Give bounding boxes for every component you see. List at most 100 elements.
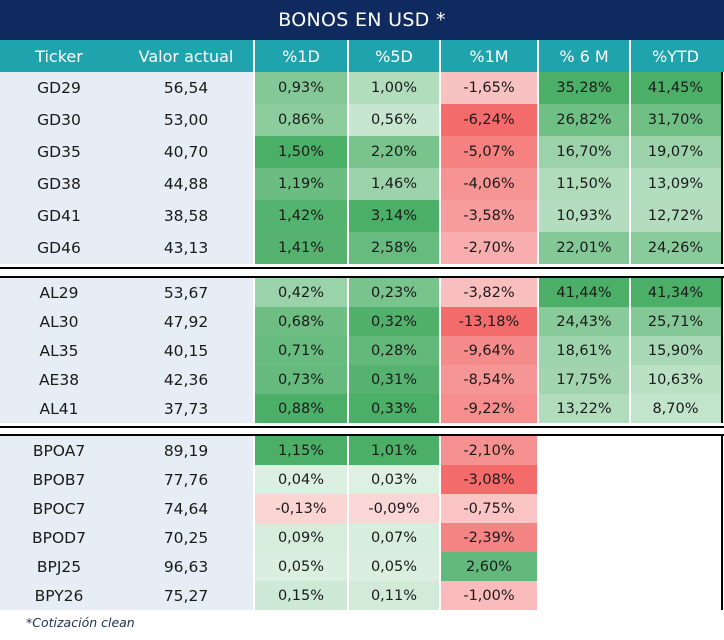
change-cell-d1: 1,42%	[254, 200, 348, 233]
change-cell-m6	[538, 494, 630, 523]
price-cell: 77,76	[163, 470, 209, 489]
ticker-cell: GD46	[37, 239, 81, 257]
price-cell: 40,70	[163, 143, 209, 161]
change-cell-ytd	[630, 465, 721, 494]
table-row: AL30 47,92 0,68% 0,32% -13,18% 24,43% 25,71%	[0, 307, 724, 337]
change-cell-ytd: 13,09%	[630, 168, 721, 201]
change-cell-d5: 0,23%	[348, 278, 440, 308]
change-cell-m6: 24,43%	[538, 307, 630, 337]
change-cell-m6: 35,28%	[538, 72, 630, 105]
header-ytd: %YTD	[651, 46, 700, 66]
change-cell-m1: -0,75%	[440, 494, 538, 524]
header-5d: %5D	[375, 46, 413, 66]
change-cell-m1: -13,18%	[440, 307, 538, 337]
change-cell-d1: 0,73%	[254, 365, 348, 395]
column-separator	[537, 40, 539, 640]
change-cell-ytd	[630, 494, 721, 523]
price-cell: 38,58	[163, 207, 209, 225]
header-1m: %1M	[469, 46, 509, 66]
table-row: GD38 44,88 1,19% 1,46% -4,06% 11,50% 13,09%	[0, 168, 724, 201]
change-cell-m6	[538, 581, 630, 610]
change-cell-d1: 0,42%	[254, 278, 348, 308]
change-cell-ytd	[630, 523, 721, 552]
table-row: BPOB7 77,76 0,04% 0,03% -3,08%	[0, 465, 724, 495]
table-row: BPOD7 70,25 0,09% 0,07% -2,39%	[0, 523, 724, 553]
change-cell-ytd: 25,71%	[630, 307, 721, 337]
change-cell-ytd: 12,72%	[630, 200, 721, 233]
table-row: GD35 40,70 1,50% 2,20% -5,07% 16,70% 19,07%	[0, 136, 724, 169]
table-row: GD29 56,54 0,93% 1,00% -1,65% 35,28% 41,45%	[0, 72, 724, 105]
change-cell-m1: -9,64%	[440, 336, 538, 366]
change-cell-m1: -9,22%	[440, 394, 538, 424]
header-6m: % 6 M	[559, 46, 609, 66]
ticker-cell: GD30	[37, 111, 81, 129]
change-cell-m1: -3,08%	[440, 465, 538, 495]
change-cell-d1: 0,93%	[254, 72, 348, 105]
price-cell: 43,13	[163, 239, 209, 257]
price-cell: 89,19	[163, 441, 209, 460]
price-cell: 96,63	[163, 557, 209, 576]
change-cell-ytd: 41,45%	[630, 72, 721, 105]
change-cell-ytd: 15,90%	[630, 336, 721, 366]
change-cell-m1: -3,58%	[440, 200, 538, 233]
change-cell-d1: 0,86%	[254, 104, 348, 137]
change-cell-ytd: 24,26%	[630, 232, 721, 265]
change-cell-d1: 1,19%	[254, 168, 348, 201]
change-cell-d5: 3,14%	[348, 200, 440, 233]
change-cell-d1: -0,13%	[254, 494, 348, 524]
change-cell-m1: -4,06%	[440, 168, 538, 201]
change-cell-m1: -3,82%	[440, 278, 538, 308]
change-cell-m6: 10,93%	[538, 200, 630, 233]
ticker-cell: GD35	[37, 143, 81, 161]
column-separator	[439, 40, 441, 640]
change-cell-d5: 2,20%	[348, 136, 440, 169]
price-cell: 74,64	[163, 499, 209, 518]
table-row: AL41 37,73 0,88% 0,33% -9,22% 13,22% 8,70%	[0, 394, 724, 424]
table-title: BONOS EN USD *	[0, 0, 724, 40]
change-cell-d5: 0,03%	[348, 465, 440, 495]
change-cell-ytd	[630, 581, 721, 610]
change-cell-d1: 0,05%	[254, 552, 348, 582]
change-cell-d1: 0,71%	[254, 336, 348, 366]
table-row: GD30 53,00 0,86% 0,56% -6,24% 26,82% 31,70%	[0, 104, 724, 137]
header-1d: %1D	[282, 46, 320, 66]
table-row: GD46 43,13 1,41% 2,58% -2,70% 22,01% 24,26%	[0, 232, 724, 265]
ticker-cell: GD29	[37, 79, 81, 97]
change-cell-d1: 0,04%	[254, 465, 348, 495]
change-cell-m6	[538, 552, 630, 581]
change-cell-d5: 0,32%	[348, 307, 440, 337]
ticker-cell: BPOD7	[32, 528, 86, 547]
price-cell: 56,54	[163, 79, 209, 97]
ticker-cell: BPOB7	[32, 470, 86, 489]
change-cell-d5: 1,00%	[348, 72, 440, 105]
change-cell-m1: -1,65%	[440, 72, 538, 105]
change-cell-d5: 0,33%	[348, 394, 440, 424]
change-cell-ytd: 31,70%	[630, 104, 721, 137]
table-row: AL35 40,15 0,71% 0,28% -9,64% 18,61% 15,90%	[0, 336, 724, 366]
ticker-cell: AL41	[39, 399, 79, 418]
change-cell-m6: 11,50%	[538, 168, 630, 201]
ticker-cell: AL30	[39, 312, 79, 331]
change-cell-ytd: 10,63%	[630, 365, 721, 395]
change-cell-m6: 13,22%	[538, 394, 630, 424]
change-cell-d5: 0,05%	[348, 552, 440, 582]
change-cell-ytd: 8,70%	[630, 394, 721, 424]
table-right-border	[721, 72, 723, 264]
table-right-border	[721, 278, 723, 423]
price-cell: 53,00	[163, 111, 209, 129]
change-cell-m1: 2,60%	[440, 552, 538, 582]
column-separator	[629, 40, 631, 640]
ticker-cell: BPJ25	[36, 557, 82, 576]
change-cell-m1: -2,39%	[440, 523, 538, 553]
change-cell-d5: 2,58%	[348, 232, 440, 265]
price-cell: 40,15	[163, 341, 209, 360]
table-row: AE38 42,36 0,73% 0,31% -8,54% 17,75% 10,63%	[0, 365, 724, 395]
change-cell-d1: 0,68%	[254, 307, 348, 337]
change-cell-m6: 16,70%	[538, 136, 630, 169]
change-cell-ytd: 19,07%	[630, 136, 721, 169]
ticker-cell: BPY26	[34, 586, 84, 605]
change-cell-d1: 1,50%	[254, 136, 348, 169]
ticker-cell: AL35	[39, 341, 79, 360]
change-cell-ytd	[630, 436, 721, 465]
change-cell-m6: 17,75%	[538, 365, 630, 395]
